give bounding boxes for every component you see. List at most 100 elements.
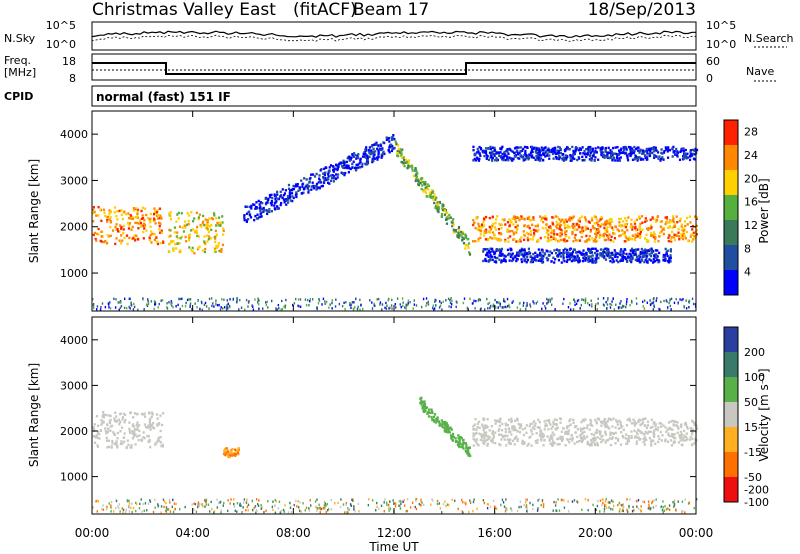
scatter-point bbox=[115, 223, 118, 226]
y-tick-label: 1000 bbox=[60, 267, 88, 280]
scatter-point bbox=[605, 222, 608, 225]
scatter-point bbox=[497, 429, 500, 432]
scatter-point bbox=[479, 236, 482, 240]
scatter-point bbox=[491, 441, 494, 444]
scatter-point bbox=[537, 426, 541, 430]
scatter-point bbox=[390, 136, 393, 139]
scatter-point bbox=[297, 304, 299, 308]
scatter-point bbox=[114, 306, 117, 309]
scatter-point bbox=[547, 237, 550, 240]
scatter-point bbox=[365, 146, 368, 149]
scatter-point bbox=[205, 498, 208, 501]
scatter-point bbox=[512, 300, 514, 303]
scatter-point bbox=[451, 435, 454, 438]
scatter-point bbox=[423, 406, 426, 409]
scatter-point bbox=[442, 503, 445, 506]
scatter-point bbox=[517, 251, 520, 255]
scatter-point bbox=[500, 146, 503, 150]
scatter-point bbox=[203, 235, 206, 238]
scatter-point bbox=[682, 229, 685, 232]
scatter-point bbox=[676, 421, 679, 424]
scatter-point bbox=[413, 303, 416, 306]
scatter-point bbox=[519, 308, 522, 311]
scatter-point bbox=[483, 501, 486, 505]
scatter-point bbox=[557, 149, 560, 153]
scatter-point bbox=[583, 153, 586, 156]
colorbar-tick-label: 100 bbox=[744, 371, 765, 384]
scatter-point bbox=[402, 301, 404, 304]
scatter-point bbox=[555, 157, 558, 160]
scatter-point bbox=[655, 256, 658, 259]
scatter-point bbox=[324, 300, 326, 303]
scatter-point bbox=[467, 447, 470, 451]
scatter-point bbox=[536, 238, 540, 242]
scatter-point bbox=[627, 237, 630, 241]
scatter-point bbox=[512, 223, 515, 226]
scatter-point bbox=[195, 229, 198, 232]
scatter-point bbox=[331, 301, 333, 305]
scatter-point bbox=[371, 158, 374, 161]
scatter-point bbox=[125, 306, 128, 310]
scatter-point bbox=[586, 148, 590, 151]
scatter-point bbox=[579, 433, 582, 437]
scatter-point bbox=[589, 249, 593, 253]
scatter-point bbox=[544, 305, 546, 308]
scatter-point bbox=[492, 499, 495, 503]
scatter-point bbox=[432, 415, 436, 419]
scatter-point bbox=[322, 181, 326, 184]
scatter-point bbox=[483, 431, 486, 434]
scatter-point bbox=[600, 440, 603, 444]
scatter-point bbox=[435, 207, 438, 210]
scatter-point bbox=[553, 261, 556, 264]
scatter-point bbox=[227, 302, 229, 306]
scatter-point bbox=[668, 257, 671, 261]
scatter-point bbox=[529, 423, 532, 426]
scatter-point bbox=[307, 185, 310, 188]
scatter-point bbox=[663, 255, 666, 259]
scatter-point bbox=[683, 220, 687, 223]
scatter-point bbox=[321, 184, 325, 188]
scatter-point bbox=[577, 225, 581, 229]
scatter-point bbox=[654, 220, 658, 223]
scatter-point bbox=[467, 454, 470, 457]
scatter-point bbox=[571, 232, 574, 236]
scatter-point bbox=[487, 255, 490, 258]
scatter-point bbox=[540, 253, 543, 256]
scatter-point bbox=[129, 307, 131, 310]
scatter-point bbox=[533, 256, 536, 259]
scatter-point bbox=[529, 230, 532, 233]
scatter-point bbox=[514, 220, 518, 224]
scatter-point bbox=[660, 230, 663, 233]
scatter-point bbox=[677, 235, 681, 238]
scatter-point bbox=[676, 151, 680, 155]
scatter-point bbox=[335, 173, 338, 176]
scatter-point bbox=[391, 147, 394, 151]
scatter-point bbox=[461, 239, 464, 242]
scatter-point bbox=[653, 259, 656, 263]
scatter-point bbox=[637, 419, 640, 423]
scatter-point bbox=[661, 508, 664, 512]
scatter-point bbox=[120, 225, 123, 229]
scatter-point bbox=[297, 499, 299, 503]
scatter-point bbox=[291, 188, 294, 192]
scatter-point bbox=[515, 259, 518, 263]
scatter-point bbox=[580, 304, 583, 307]
scatter-point bbox=[543, 151, 546, 155]
scatter-point bbox=[275, 307, 277, 310]
scatter-point bbox=[290, 192, 294, 195]
scatter-point bbox=[171, 304, 173, 307]
scatter-point bbox=[420, 503, 423, 507]
scatter-point bbox=[168, 301, 170, 304]
scatter-point bbox=[610, 217, 613, 221]
scatter-point bbox=[197, 235, 200, 238]
scatter-point bbox=[144, 502, 147, 505]
scatter-point bbox=[489, 250, 492, 254]
scatter-point bbox=[524, 427, 527, 430]
scatter-point bbox=[503, 155, 506, 158]
scatter-point bbox=[197, 505, 199, 509]
scatter-point bbox=[444, 428, 448, 431]
scatter-point bbox=[400, 154, 403, 157]
scatter-point bbox=[683, 435, 686, 439]
scatter-point bbox=[668, 504, 671, 507]
scatter-point bbox=[539, 433, 542, 436]
